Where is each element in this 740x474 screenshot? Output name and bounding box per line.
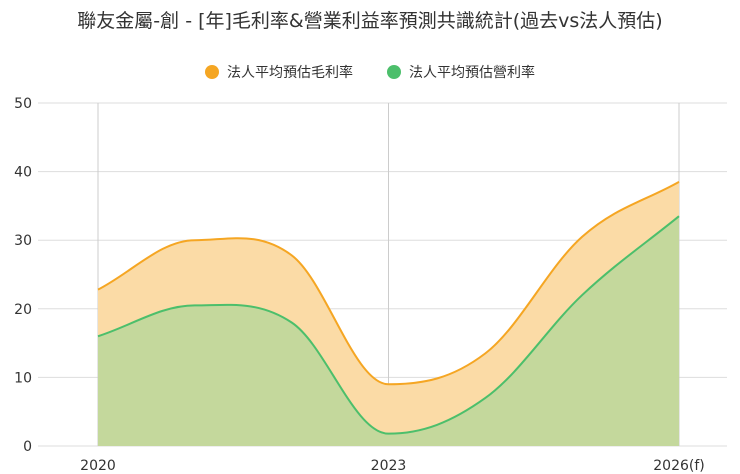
legend-label-gross-margin: 法人平均預估毛利率	[227, 65, 353, 81]
y-tick-label: 20	[14, 302, 32, 318]
legend-marker-operating-margin	[387, 65, 401, 79]
legend: 法人平均預估毛利率 法人平均預估營利率	[0, 62, 740, 82]
legend-label-operating-margin: 法人平均預估營利率	[409, 65, 535, 81]
x-tick-label: 2023	[371, 458, 407, 474]
chart-title: 聯友金屬-創 - [年]毛利率&營業利益率預測共識統計(過去vs法人預估)	[77, 10, 663, 32]
x-tick-label: 2020	[80, 458, 116, 474]
series-1-line	[97, 215, 680, 435]
y-tick-label: 10	[14, 370, 32, 386]
y-tick-label: 0	[23, 439, 32, 455]
y-tick-label: 40	[14, 165, 32, 181]
x-tick-label: 2026(f)	[653, 458, 704, 474]
y-tick-label: 30	[14, 233, 32, 249]
y-tick-label: 50	[14, 96, 32, 112]
legend-item-gross-margin[interactable]: 法人平均預估毛利率	[205, 62, 353, 82]
series-1-area	[98, 216, 679, 446]
legend-item-operating-margin[interactable]: 法人平均預估營利率	[387, 62, 535, 82]
legend-marker-gross-margin	[205, 65, 219, 79]
series-0-line	[97, 181, 680, 386]
